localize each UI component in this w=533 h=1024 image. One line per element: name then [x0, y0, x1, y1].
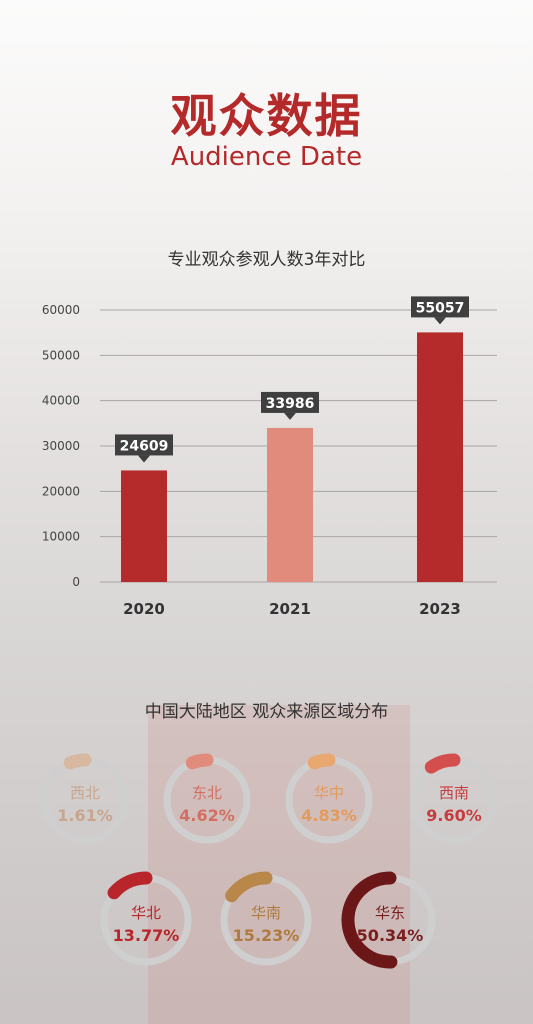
- data-label-bg: [115, 434, 173, 456]
- data-label-bg: [411, 296, 469, 318]
- region-label: 华北: [131, 904, 161, 922]
- y-tick-label: 0: [72, 575, 80, 589]
- donut-arc: [341, 871, 398, 969]
- donut-arc: [225, 871, 273, 903]
- region-percent: 4.62%: [179, 806, 235, 825]
- page-title: 观众数据: [170, 89, 363, 143]
- x-tick-label: 2023: [419, 600, 461, 618]
- bar-chart: 0 10000 20000 30000 40000 50000 60000 24609 2020…: [42, 296, 497, 618]
- region-label: 西南: [439, 784, 469, 802]
- data-label-bg: [261, 391, 319, 413]
- y-tick-label: 60000: [42, 303, 80, 317]
- region-label: 华东: [375, 904, 405, 922]
- bar: [417, 332, 463, 582]
- y-tick-label: 10000: [42, 530, 80, 544]
- data-label: 24609: [120, 438, 169, 454]
- y-tick-label: 40000: [42, 394, 80, 408]
- y-tick-label: 20000: [42, 484, 80, 498]
- region-label: 西北: [70, 784, 100, 802]
- region-label: 东北: [192, 784, 222, 802]
- donut-arc: [107, 871, 153, 900]
- data-label: 55057: [416, 300, 465, 316]
- y-tick-label: 30000: [42, 439, 80, 453]
- bar-chart-title: 专业观众参观人数3年对比: [167, 250, 366, 270]
- region-percent: 15.23%: [233, 926, 300, 945]
- region-percent: 50.34%: [357, 926, 424, 945]
- donut-arc: [185, 753, 214, 770]
- region-percent: 9.60%: [426, 806, 482, 825]
- bar: [267, 427, 313, 582]
- region-label: 华中: [314, 784, 344, 802]
- donut-section-title: 中国大陆地区 观众来源区域分布: [144, 702, 389, 722]
- page-subtitle: Audience Date: [170, 142, 363, 172]
- region-label: 华南: [251, 904, 281, 922]
- data-label: 33986: [266, 396, 315, 412]
- data-label-pointer: [138, 455, 150, 463]
- region-percent: 13.77%: [113, 926, 180, 945]
- bar: [121, 470, 167, 582]
- donut-arc: [307, 753, 336, 770]
- x-tick-label: 2020: [123, 600, 165, 618]
- data-label-pointer: [434, 317, 446, 325]
- y-tick-label: 50000: [42, 348, 80, 362]
- donut-charts: 西北 1.61% 东北 4.62% 华中 4.83% 西南 9.60% 华北 13.77% 华南 15…: [41, 753, 498, 969]
- region-percent: 1.61%: [57, 806, 113, 825]
- x-tick-label: 2021: [269, 600, 311, 618]
- data-label-pointer: [284, 412, 296, 420]
- region-percent: 4.83%: [301, 806, 357, 825]
- donut-arc: [424, 753, 461, 774]
- donut-arc: [63, 753, 92, 770]
